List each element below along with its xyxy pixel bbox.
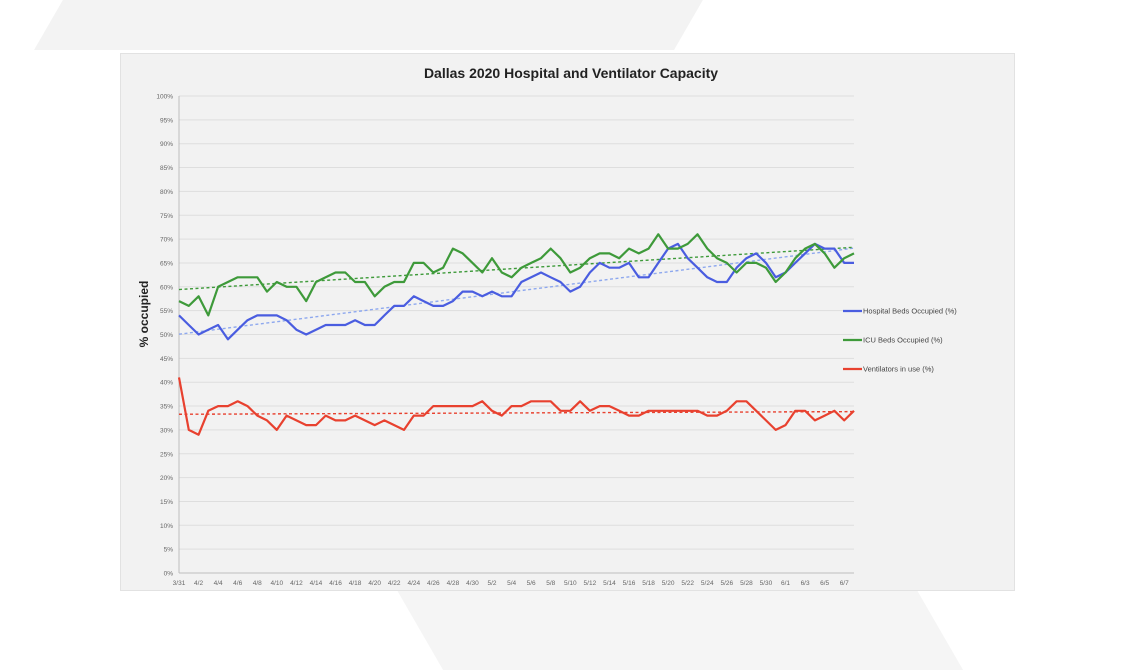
y-tick-label: 85% [160, 165, 173, 172]
legend-label: ICU Beds Occupied (%) [863, 336, 943, 345]
x-tick-label: 4/30 [466, 580, 479, 587]
trendline [178, 410, 855, 415]
series-line [178, 233, 855, 317]
x-tick-label: 5/18 [642, 580, 655, 587]
y-tick-label: 40% [160, 380, 173, 387]
y-tick-label: 10% [160, 523, 173, 530]
x-tick-label: 4/6 [233, 580, 242, 587]
x-tick-label: 5/14 [603, 580, 616, 587]
y-tick-label: 20% [160, 475, 173, 482]
x-tick-label: 4/24 [407, 580, 420, 587]
x-tick-label: 4/16 [329, 580, 342, 587]
x-tick-label: 6/5 [820, 580, 829, 587]
y-tick-label: 0% [164, 571, 174, 578]
y-tick-label: 75% [160, 213, 173, 220]
x-tick-label: 5/4 [507, 580, 516, 587]
y-tick-label: 55% [160, 308, 173, 315]
x-tick-label: 5/30 [760, 580, 773, 587]
y-tick-labels: 0% 5% 10% 15% 20% 25% 30% 35% 40% 45% 50% 55% 60% 65%… [156, 94, 173, 578]
trendline [178, 247, 855, 335]
y-tick-label: 45% [160, 356, 173, 363]
x-tick-label: 5/6 [527, 580, 536, 587]
y-tick-label: 80% [160, 189, 173, 196]
x-tick-label: 3/31 [173, 580, 186, 587]
x-tick-label: 4/22 [388, 580, 401, 587]
x-tick-label: 4/26 [427, 580, 440, 587]
series-line [178, 242, 854, 341]
y-tick-label: 100% [156, 94, 173, 101]
x-tick-label: 4/2 [194, 580, 203, 587]
x-tick-label: 5/10 [564, 580, 577, 587]
x-tick-label: 4/18 [349, 580, 362, 587]
x-tick-label: 6/3 [801, 580, 810, 587]
x-tick-label: 5/26 [720, 580, 733, 587]
x-tick-label: 5/16 [623, 580, 636, 587]
legend-label: Ventilators in use (%) [863, 365, 934, 374]
x-tick-label: 6/7 [840, 580, 849, 587]
y-tick-label: 95% [160, 117, 173, 124]
y-tick-label: 70% [160, 237, 173, 244]
x-tick-label: 6/1 [781, 580, 790, 587]
x-tick-label: 5/20 [662, 580, 675, 587]
chart-container: Dallas 2020 Hospital and Ventilator Capa… [120, 53, 1015, 591]
background-swoosh-top [34, 0, 726, 50]
x-tick-label: 4/12 [290, 580, 303, 587]
y-tick-label: 65% [160, 260, 173, 267]
series-line [177, 377, 855, 436]
y-tick-label: 35% [160, 404, 173, 411]
background-swoosh-bottom [396, 590, 964, 670]
chart-title: Dallas 2020 Hospital and Ventilator Capa… [424, 65, 718, 81]
x-tick-label: 4/4 [214, 580, 223, 587]
x-tick-label: 5/28 [740, 580, 753, 587]
grid-lines [178, 95, 854, 574]
y-tick-label: 50% [160, 332, 173, 339]
series-lines [177, 233, 855, 436]
x-tick-label: 4/20 [368, 580, 381, 587]
y-axis-label: % occupied [137, 281, 151, 348]
y-tick-label: 15% [160, 499, 173, 506]
trendline [178, 246, 855, 291]
x-tick-label: 5/22 [681, 580, 694, 587]
y-tick-label: 5% [164, 547, 174, 554]
x-tick-label: 4/28 [447, 580, 460, 587]
legend: Hospital Beds Occupied (%) ICU Beds Occup… [843, 307, 957, 374]
x-tick-label: 4/14 [310, 580, 323, 587]
line-chart: Dallas 2020 Hospital and Ventilator Capa… [137, 65, 957, 587]
y-tick-label: 90% [160, 141, 173, 148]
y-tick-label: 60% [160, 284, 173, 291]
y-tick-label: 30% [160, 427, 173, 434]
x-tick-label: 5/8 [546, 580, 555, 587]
x-tick-labels: 3/31 4/2 4/4 4/6 4/8 4/10 4/12 4/14 4/16 4/18 4/20… [173, 580, 849, 587]
y-tick-label: 25% [160, 451, 173, 458]
x-tick-label: 4/10 [270, 580, 283, 587]
legend-label: Hospital Beds Occupied (%) [863, 307, 957, 316]
x-tick-label: 4/8 [253, 580, 262, 587]
x-tick-label: 5/24 [701, 580, 714, 587]
x-tick-label: 5/12 [584, 580, 597, 587]
x-tick-label: 5/2 [488, 580, 497, 587]
